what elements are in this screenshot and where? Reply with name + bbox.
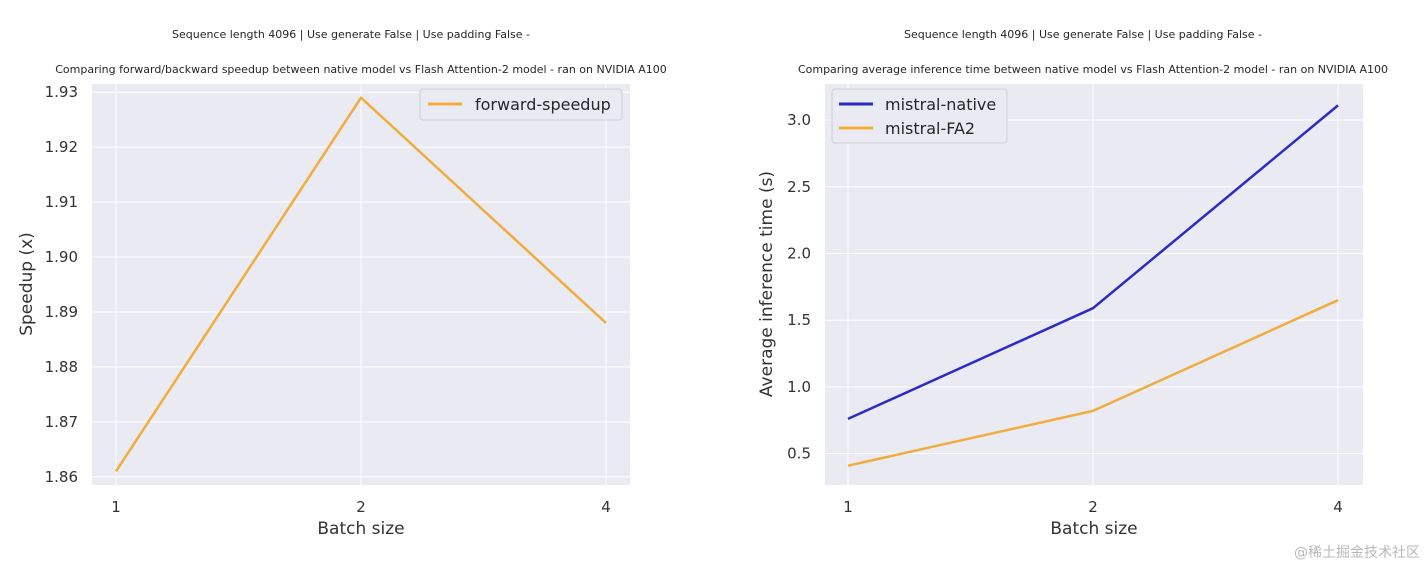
x-tick-label: 1 (843, 498, 853, 516)
x-tick-label: 4 (601, 498, 611, 516)
chart0-grid (92, 84, 630, 485)
chart0-legend-label-forward-speedup: forward-speedup (475, 95, 611, 114)
series-line-forward-speedup (114, 96, 607, 472)
y-tick-label: 1.87 (45, 413, 78, 431)
x-tick-label: 4 (1333, 498, 1343, 516)
x-tick-label: 1 (111, 498, 121, 516)
y-tick-label: 1.86 (45, 468, 78, 486)
chart1-plot-area (825, 84, 1363, 485)
y-tick-label: 1.91 (45, 193, 78, 211)
chart0-x-tick-labels: 1 2 4 (111, 498, 611, 516)
y-tick-label: 1.5 (787, 311, 811, 329)
chart0-title-line2: Comparing forward/backward speedup betwe… (55, 63, 666, 76)
inference-time-chart: Sequence length 4096 | Use generate Fals… (757, 28, 1388, 539)
watermark: @稀土掘金技术社区 (1294, 545, 1420, 561)
y-tick-label: 1.89 (45, 303, 78, 321)
x-tick-label: 2 (356, 498, 366, 516)
chart0-y-tick-labels: 1.86 1.87 1.88 1.89 1.90 1.91 1.92 1.93 (45, 83, 78, 486)
y-tick-label: 1.92 (45, 138, 78, 156)
y-tick-label: 0.5 (787, 445, 811, 463)
chart0-legend: forward-speedup (419, 88, 623, 121)
chart1-title-line1: Sequence length 4096 | Use generate Fals… (904, 28, 1262, 41)
chart1-series (847, 104, 1339, 467)
chart1-grid (825, 84, 1363, 485)
y-tick-label: 1.88 (45, 358, 78, 376)
chart0-legend-box (419, 88, 623, 121)
chart1-title-line2: Comparing average inference time between… (798, 63, 1388, 76)
chart0-title-line1: Sequence length 4096 | Use generate Fals… (172, 28, 530, 41)
y-tick-label: 1.0 (787, 378, 811, 396)
series-line-mistral-native (847, 104, 1339, 421)
chart0-y-axis-label: Speedup (x) (17, 232, 37, 336)
speedup-chart: Sequence length 4096 | Use generate Fals… (17, 28, 667, 539)
chart0-x-axis-label: Batch size (317, 519, 404, 539)
chart1-x-axis-label: Batch size (1050, 519, 1137, 539)
chart1-legend-label-mistral-fa2: mistral-FA2 (885, 119, 975, 138)
y-tick-label: 1.93 (45, 83, 78, 101)
chart1-x-tick-labels: 1 2 4 (843, 498, 1343, 516)
chart1-legend: mistral-native mistral-FA2 (831, 88, 1008, 144)
chart1-y-tick-labels: 0.5 1.0 1.5 2.0 2.5 3.0 (787, 111, 811, 463)
chart1-legend-box (831, 88, 1008, 144)
series-line-mistral-fa2 (847, 299, 1339, 467)
chart0-series (114, 96, 607, 472)
y-tick-label: 2.5 (787, 178, 811, 196)
chart1-legend-label-mistral-native: mistral-native (885, 95, 996, 114)
y-tick-label: 3.0 (787, 111, 811, 129)
y-tick-label: 2.0 (787, 244, 811, 262)
y-tick-label: 1.90 (45, 248, 78, 266)
chart1-y-axis-label: Average inference time (s) (757, 171, 777, 397)
x-tick-label: 2 (1088, 498, 1098, 516)
